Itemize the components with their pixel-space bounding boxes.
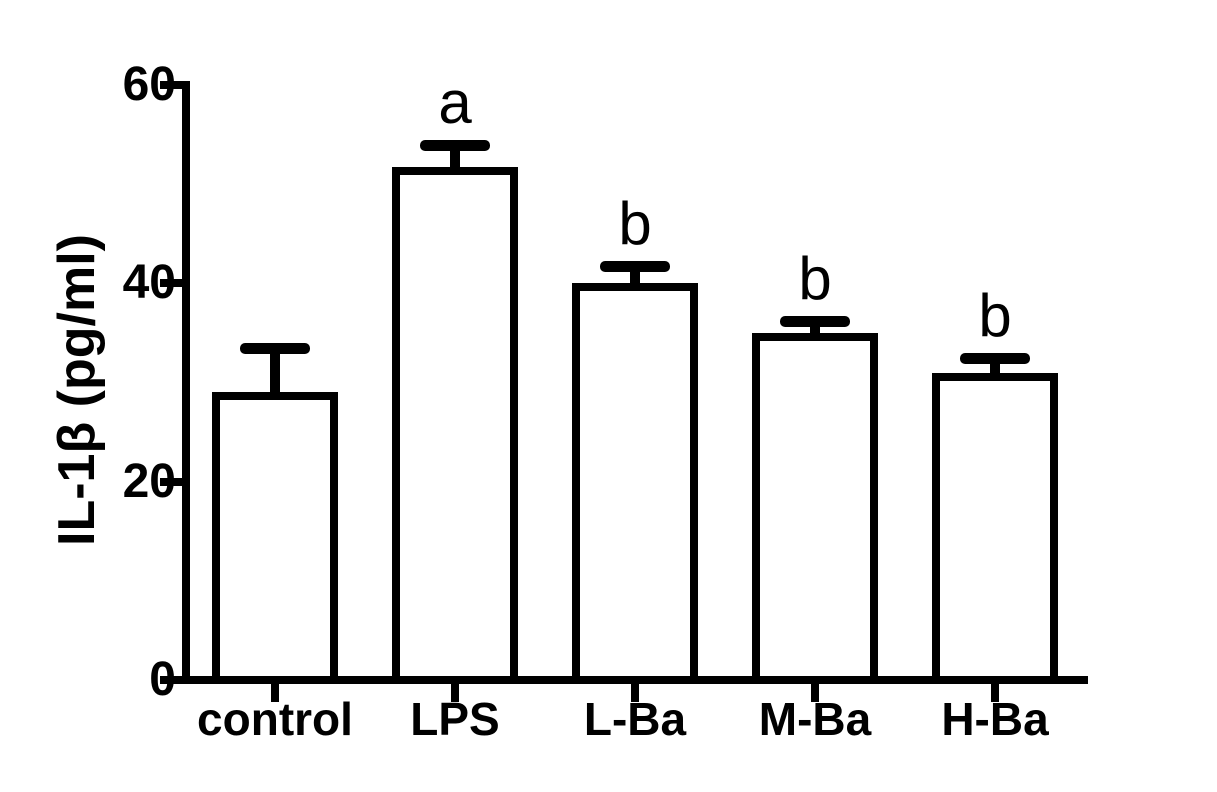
error-bar-stem: [990, 358, 1000, 379]
significance-letter: a: [438, 69, 472, 136]
error-bar-stem: [630, 266, 640, 289]
x-axis-category-label: control: [197, 693, 353, 745]
error-bar-stem: [810, 321, 820, 339]
y-axis-tick-label: 60: [122, 58, 176, 111]
x-axis-category-label: L-Ba: [583, 693, 687, 745]
error-bar-cap: [600, 261, 670, 272]
y-axis-tick-label: 20: [122, 454, 176, 508]
y-axis-tick: [160, 81, 190, 89]
bar-H-Ba: [932, 373, 1058, 684]
x-axis-tick: [991, 684, 999, 702]
significance-letter: b: [978, 282, 1012, 349]
x-axis-category-label: H-Ba: [941, 693, 1049, 745]
y-axis-tick-label: 40: [122, 256, 176, 310]
y-axis-tick-label: 0: [149, 653, 176, 706]
bar-M-Ba: [752, 333, 878, 684]
error-bar-stem: [450, 145, 460, 173]
error-bar-cap: [960, 353, 1030, 364]
error-bar-cap: [240, 343, 310, 354]
error-bar-stem: [270, 348, 280, 398]
bar-control: [212, 392, 338, 684]
significance-letter: b: [618, 190, 652, 257]
x-axis-tick: [451, 684, 459, 702]
x-axis-tick: [811, 684, 819, 702]
y-axis-line: [182, 81, 190, 684]
bar-LPS: [392, 167, 518, 684]
y-axis-tick: [160, 477, 190, 486]
bar-L-Ba: [572, 283, 698, 684]
y-axis-tick: [160, 279, 190, 288]
x-axis-line: [182, 676, 1088, 684]
x-axis-category-label: LPS: [410, 693, 500, 745]
error-bar-cap: [420, 140, 490, 151]
error-bar-cap: [780, 316, 850, 327]
y-axis-tick: [160, 676, 190, 684]
x-axis-category-label: M-Ba: [758, 693, 872, 745]
x-axis-tick: [631, 684, 639, 702]
significance-letter: b: [798, 245, 832, 312]
x-axis-tick: [271, 684, 279, 702]
